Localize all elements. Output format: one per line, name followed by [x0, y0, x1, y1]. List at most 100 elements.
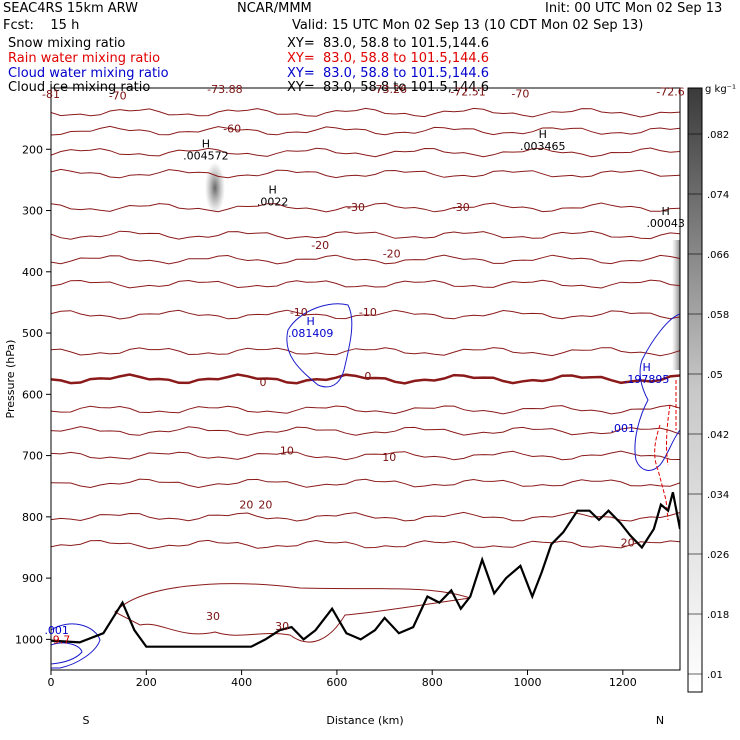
y-tick-label: 1000: [15, 633, 43, 646]
forecast-hour: Fcst: 15 h: [3, 18, 80, 33]
snow-shade-area: [205, 162, 225, 214]
cloud-water-contour-left: [51, 623, 101, 669]
temperature-label: -72.51: [450, 86, 485, 99]
cloud-water-contour-right: [634, 313, 680, 471]
field-snow-name: Snow mixing ratio: [8, 36, 126, 51]
isotherm-line: [51, 254, 680, 265]
extremum-value: .00043: [646, 217, 685, 230]
x-tick-label: 800: [422, 676, 443, 689]
rain-water-contours: [654, 380, 677, 521]
x-tick-label: 0: [48, 676, 55, 689]
colorbar-tick-label: .058: [707, 310, 729, 321]
y-tick-label: 600: [22, 388, 43, 401]
field-rain-xy: XY= 83.0, 58.8 to 101.5,144.6: [287, 51, 490, 66]
isotherm-line: [51, 230, 680, 240]
colorbar-bar: [687, 87, 703, 693]
isotherm-line: [51, 347, 680, 357]
colorbar-tick-label: .042: [707, 430, 729, 441]
isotherm-line: [51, 511, 680, 522]
x-tick-label: 1000: [514, 676, 542, 689]
x-tick-label: 1200: [609, 676, 637, 689]
colorbar-tick-label: .066: [707, 250, 729, 261]
temperature-label: -73.26: [372, 83, 407, 96]
temperature-label: -70: [109, 89, 127, 102]
rain-water-contour-2: [666, 404, 671, 466]
extremum-mark: H: [202, 137, 210, 150]
extremum-mark: H: [268, 183, 276, 196]
colorbar-ticks: .01 .018 .026 .034 .042 .05 .058 .066 .074 .082: [688, 130, 729, 681]
colorbar-tick-label: .034: [707, 490, 729, 501]
y-tick-label: 900: [22, 572, 43, 585]
temperature-contours: [51, 107, 680, 643]
field-cloudwater-xy: XY= 83.0, 58.8 to 101.5,144.6: [287, 66, 490, 81]
temperature-label: -30: [347, 201, 365, 214]
temperature-label: -10: [359, 306, 377, 319]
y-tick-label: 300: [22, 205, 43, 218]
field-rain-name: Rain water mixing ratio: [8, 51, 161, 66]
temperature-label: 20: [621, 537, 635, 550]
extremum-value: .0022: [257, 195, 289, 208]
colorbar-unit: g kg⁻¹: [705, 84, 736, 95]
temperature-label: 0: [260, 376, 267, 389]
field-snow-xy: XY= 83.0, 58.8 to 101.5,144.6: [287, 36, 490, 51]
extremum-value: .004572: [183, 149, 229, 162]
isotherm-line: [51, 202, 680, 213]
terrain-line: [51, 492, 680, 648]
extremum-value: .197895: [624, 373, 670, 386]
isotherm-line: [51, 450, 680, 461]
temperature-label: -73.88: [207, 83, 242, 96]
x-axis-label: Distance (km): [326, 714, 403, 727]
cloud-water-contour-mid: [286, 303, 353, 388]
isotherm-line: [51, 373, 680, 385]
x-tick-label: 200: [136, 676, 157, 689]
model-title: SEAC4RS 15km ARW: [3, 1, 139, 16]
colorbar-tick-label: .018: [707, 610, 729, 621]
terrain-outline: [51, 492, 680, 648]
y-tick-label: 500: [22, 327, 43, 340]
y-axis-ticks: 200 300 400 500 600 700 800 900 1000: [15, 143, 51, 646]
x-axis-ticks: 0 200 400 600 800 1000 1200: [48, 670, 637, 689]
isotherm-line: [51, 168, 680, 179]
x-end-right-label: N: [656, 714, 664, 727]
y-axis-label: Pressure (hPa): [4, 340, 17, 419]
mixing-ratio-shading: [205, 162, 680, 370]
temperature-label: 20: [258, 499, 272, 512]
x-end-left-label: S: [83, 714, 90, 727]
isotherm-line: [51, 125, 680, 136]
colorbar-tick-label: .082: [707, 130, 729, 141]
colorbar-tick-label: .05: [707, 370, 723, 381]
colorbar: g kg⁻¹ .01 .018 .026 .034 .042 .05 .058 .066 .07…: [687, 84, 736, 693]
cloud-water-contour-left-inner: [51, 642, 83, 665]
x-tick-label: 600: [326, 676, 347, 689]
temperature-label: 10: [280, 445, 294, 458]
temperature-label: 0: [364, 370, 371, 383]
isotherm-line: [51, 539, 680, 550]
isotherm-line-30: [114, 583, 471, 643]
temperature-label: 20: [239, 499, 253, 512]
extremum-mark: H: [662, 205, 670, 218]
temperature-label: 10: [382, 451, 396, 464]
x-tick-label: 400: [231, 676, 252, 689]
colorbar-tick-label: .026: [707, 550, 729, 561]
extremum-value: .001: [44, 624, 69, 637]
valid-time: Valid: 15 UTC Mon 02 Sep 13 (10 CDT Mon …: [292, 18, 644, 33]
extremum-value: .003465: [520, 140, 566, 153]
y-tick-label: 400: [22, 266, 43, 279]
plot-frame: [50, 87, 681, 671]
extremum-mark: H: [642, 361, 650, 374]
extremum-value: .001: [611, 422, 636, 435]
cloud-water-contours: [51, 303, 680, 669]
isotherm-line: [51, 478, 680, 489]
y-tick-label: 700: [22, 450, 43, 463]
colorbar-tick-label: .01: [707, 670, 723, 681]
extremum-mark: H: [307, 315, 315, 328]
isotherm-line: [51, 107, 680, 118]
cloud-ice-shade-area: [672, 240, 680, 370]
contour-labels: -81 -70 -73.88 -73.26 -72.51 -70 -72.6 -60 -30 -3…: [42, 83, 685, 646]
extremum-value: .081409: [288, 327, 334, 340]
colorbar-tick-label: .074: [707, 190, 729, 201]
center-name: NCAR/MMM: [237, 1, 312, 16]
temperature-label: -30: [452, 201, 470, 214]
temperature-label: 30: [275, 620, 289, 633]
